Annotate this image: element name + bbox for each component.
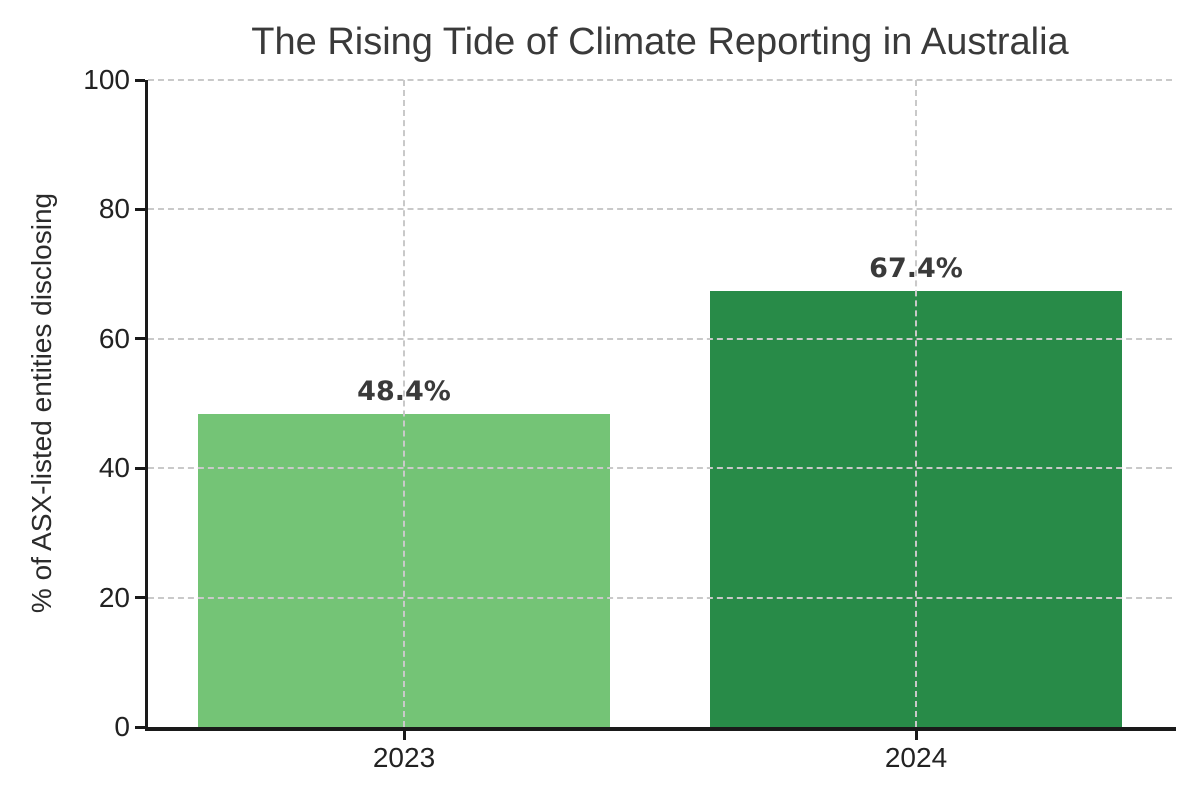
- y-tick: [135, 78, 145, 82]
- y-tick-label: 100: [83, 64, 130, 95]
- y-tick-label: 20: [98, 581, 130, 613]
- y-tick-label: 0: [114, 711, 130, 742]
- chart-title: The Rising Tide of Climate Reporting in …: [251, 21, 1069, 63]
- y-tick-label: 60: [98, 322, 130, 354]
- plot-area: 0 20 40 60 80 100 48.4% 2023 67.4% 2024: [83, 64, 1176, 773]
- h-gridline: [148, 208, 1172, 211]
- y-tick: [135, 725, 145, 729]
- x-axis-spine: [145, 727, 1176, 731]
- y-tick-label: 40: [98, 452, 130, 484]
- y-axis-spine: [145, 80, 148, 731]
- bar-value-label: 67.4%: [869, 252, 963, 284]
- v-gridline: [403, 80, 405, 727]
- x-tick-label: 2023: [372, 742, 436, 773]
- h-gridline: [148, 596, 1172, 599]
- y-axis-label-text: % of ASX-listed entities disclosing: [26, 192, 57, 614]
- y-tick: [135, 466, 145, 470]
- h-gridline: [148, 337, 1172, 340]
- x-tick: [914, 731, 918, 740]
- h-gridline: [148, 79, 1172, 81]
- y-tick: [135, 596, 145, 600]
- x-tick: [402, 731, 406, 740]
- y-tick: [135, 207, 145, 211]
- bar-value-label: 48.4%: [357, 375, 451, 407]
- y-tick: [135, 337, 145, 341]
- v-gridline: [915, 80, 917, 727]
- y-tick-label: 80: [98, 193, 130, 225]
- x-tick-label: 2024: [884, 742, 948, 773]
- h-gridline: [148, 467, 1172, 470]
